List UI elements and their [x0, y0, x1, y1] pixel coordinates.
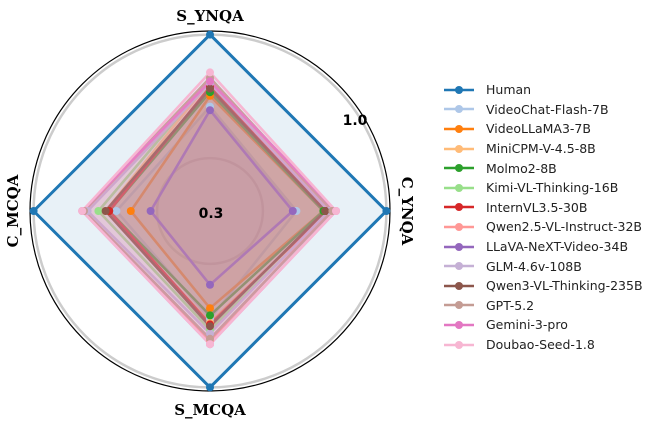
legend-swatch-marker [455, 105, 463, 114]
legend-item: Qwen2.5-VL-Instruct-32B [442, 217, 642, 237]
legend-label: GLM-4.6v-108B [486, 258, 582, 274]
series-point-qwen3-vl-thinking-235b-2 [206, 322, 214, 331]
series-polygons [32, 33, 388, 389]
series-point-doubao-seed-1-8-2 [206, 340, 214, 349]
legend-swatch [444, 203, 474, 212]
legend-item: Molmo2-8B [442, 158, 642, 178]
legend-label: VideoLLaMA3-7B [486, 121, 591, 137]
series-point-llava-next-video-34b-3 [146, 207, 155, 215]
legend-swatch [444, 301, 474, 310]
legend-swatch [444, 124, 474, 133]
legend-item: VideoLLaMA3-7B [442, 119, 642, 139]
legend-item: Human [442, 80, 642, 100]
legend-swatch [444, 281, 474, 290]
legend-swatch-marker [455, 262, 463, 271]
legend-swatch [444, 222, 474, 231]
series-point-kimi-vl-thinking-16b-3 [94, 207, 103, 215]
legend-swatch [444, 320, 474, 329]
legend-swatch-marker [455, 144, 463, 153]
series-point-human-0 [206, 30, 214, 39]
legend-swatch-marker [455, 183, 463, 192]
series-point-doubao-seed-1-8-1 [332, 207, 340, 215]
legend-swatch [444, 144, 474, 153]
legend-label: Human [486, 82, 532, 98]
series-point-human-2 [206, 383, 214, 392]
legend-swatch-marker [455, 222, 463, 231]
series-point-videollama3-7b-3 [126, 207, 135, 215]
ring-tick-label-outer: 1.0 [343, 113, 368, 129]
series-point-qwen3-vl-thinking-235b-0 [206, 84, 214, 93]
axis-label-c-mcqa: C_MCQA [4, 174, 22, 247]
legend-item: GPT-5.2 [442, 296, 642, 316]
radar-ring-0 [155, 156, 265, 266]
legend-swatch-marker [455, 340, 463, 349]
legend-label: Kimi-VL-Thinking-16B [486, 180, 619, 196]
legend-swatch-marker [455, 85, 463, 94]
legend: Human VideoChat-Flash-7B VideoLLaMA3-7B Min… [442, 80, 643, 355]
series-point-llava-next-video-34b-1 [288, 207, 297, 215]
legend-swatch [444, 183, 474, 192]
series-point-molmo2-8b-2 [206, 311, 214, 320]
legend-swatch-marker [455, 124, 463, 133]
legend-swatch-marker [455, 203, 463, 212]
axis-label-s-ynqa: S_YNQA [176, 7, 244, 25]
series-point-qwen3-vl-thinking-235b-1 [321, 207, 330, 215]
legend-label: MiniCPM-V-4.5-8B [486, 141, 596, 157]
legend-swatch-marker [455, 242, 463, 251]
legend-swatch [444, 242, 474, 251]
legend-swatch-marker [455, 320, 463, 329]
legend-label: Molmo2-8B [486, 160, 557, 176]
legend-label: Doubao-Seed-1.8 [486, 337, 595, 353]
legend-swatch [444, 85, 474, 94]
legend-item: MiniCPM-V-4.5-8B [442, 139, 642, 159]
series-points [29, 30, 391, 392]
series-point-llava-next-video-34b-2 [206, 280, 214, 289]
legend-label: GPT-5.2 [486, 297, 535, 313]
series-point-llava-next-video-34b-0 [206, 106, 214, 115]
legend-item: Doubao-Seed-1.8 [442, 335, 642, 355]
legend-item: Gemini-3-pro [442, 315, 642, 335]
series-point-human-3 [29, 207, 38, 215]
legend-label: LLaVA-NeXT-Video-34B [486, 239, 629, 255]
legend-label: Qwen2.5-VL-Instruct-32B [486, 219, 642, 235]
legend-item: Kimi-VL-Thinking-16B [442, 178, 642, 198]
ring-tick-label-inner: 0.3 [199, 206, 224, 222]
legend-label: Qwen3-VL-Thinking-235B [486, 278, 643, 294]
series-point-videochat-flash-7b-3 [112, 207, 121, 215]
series-point-doubao-seed-1-8-3 [78, 207, 87, 215]
legend-item: LLaVA-NeXT-Video-34B [442, 237, 642, 257]
legend-swatch [444, 164, 474, 173]
legend-label: Gemini-3-pro [486, 317, 568, 333]
legend-swatch-marker [455, 301, 463, 310]
legend-item: Qwen3-VL-Thinking-235B [442, 276, 643, 296]
legend-item: GLM-4.6v-108B [442, 256, 642, 276]
legend-item: VideoChat-Flash-7B [442, 100, 642, 120]
legend-swatch-marker [455, 281, 463, 290]
legend-swatch [444, 105, 474, 114]
legend-swatch-marker [455, 164, 463, 173]
axis-label-s-mcqa: S_MCQA [174, 401, 246, 419]
series-point-gemini-3-pro-0 [206, 77, 214, 86]
radar-labels: S_YNQA C_YNQA S_MCQA C_MCQA 0.3 1.0 [4, 7, 416, 419]
legend-label: VideoChat-Flash-7B [486, 101, 609, 117]
series-point-videollama3-7b-2 [206, 304, 214, 313]
legend-swatch [444, 340, 474, 349]
legend-label: InternVL3.5-30B [486, 199, 588, 215]
series-point-human-1 [382, 207, 391, 215]
axis-label-c-ynqa: C_YNQA [398, 177, 416, 246]
series-point-qwen3-vl-thinking-235b-3 [101, 207, 110, 215]
series-point-doubao-seed-1-8-0 [206, 68, 214, 77]
legend-item: InternVL3.5-30B [442, 198, 642, 218]
legend-swatch [444, 262, 474, 271]
